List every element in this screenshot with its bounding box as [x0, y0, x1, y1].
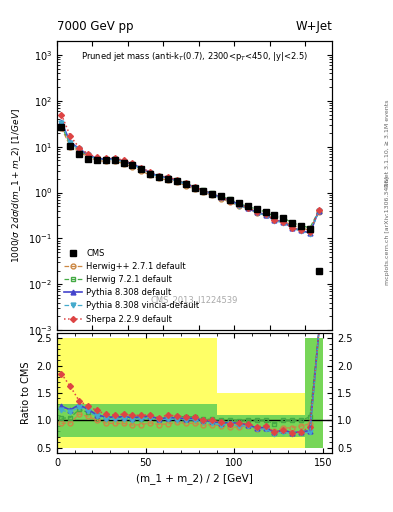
Text: Pruned jet mass (anti-k$_T$(0.7), 2300<p$_T$<450, |y|<2.5): Pruned jet mass (anti-k$_T$(0.7), 2300<p…	[81, 50, 308, 62]
X-axis label: (m_1 + m_2) / 2 [GeV]: (m_1 + m_2) / 2 [GeV]	[136, 474, 253, 484]
Y-axis label: Ratio to CMS: Ratio to CMS	[21, 361, 31, 424]
Y-axis label: $1000/\sigma\ 2d\sigma/d(m\_1+m\_2)\ [1/GeV]$: $1000/\sigma\ 2d\sigma/d(m\_1+m\_2)\ [1/…	[10, 108, 22, 263]
Text: Rivet 3.1.10, ≥ 3.1M events: Rivet 3.1.10, ≥ 3.1M events	[385, 100, 390, 187]
Text: 7000 GeV pp: 7000 GeV pp	[57, 20, 134, 33]
Text: mcplots.cern.ch [arXiv:1306.3436]: mcplots.cern.ch [arXiv:1306.3436]	[385, 176, 390, 285]
Text: W+Jet: W+Jet	[295, 20, 332, 33]
Text: CMS_2013_I1224539: CMS_2013_I1224539	[151, 295, 238, 304]
Legend: CMS, Herwig++ 2.7.1 default, Herwig 7.2.1 default, Pythia 8.308 default, Pythia : CMS, Herwig++ 2.7.1 default, Herwig 7.2.…	[61, 246, 202, 326]
